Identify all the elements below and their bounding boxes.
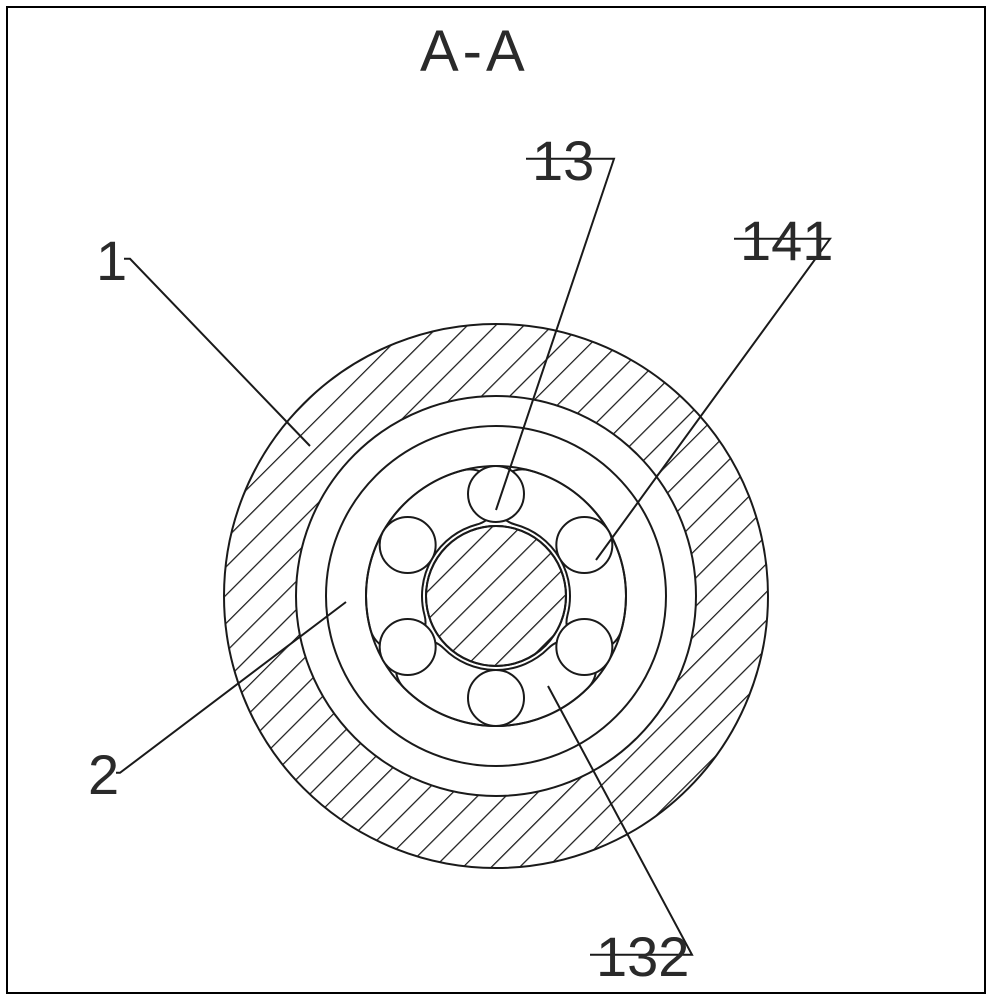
label-2: 2 <box>88 742 119 807</box>
label-1: 1 <box>96 228 127 293</box>
label-13: 13 <box>532 128 594 193</box>
label-132: 132 <box>596 924 689 989</box>
cross-section-drawing <box>0 0 992 1000</box>
label-141: 141 <box>740 208 833 273</box>
